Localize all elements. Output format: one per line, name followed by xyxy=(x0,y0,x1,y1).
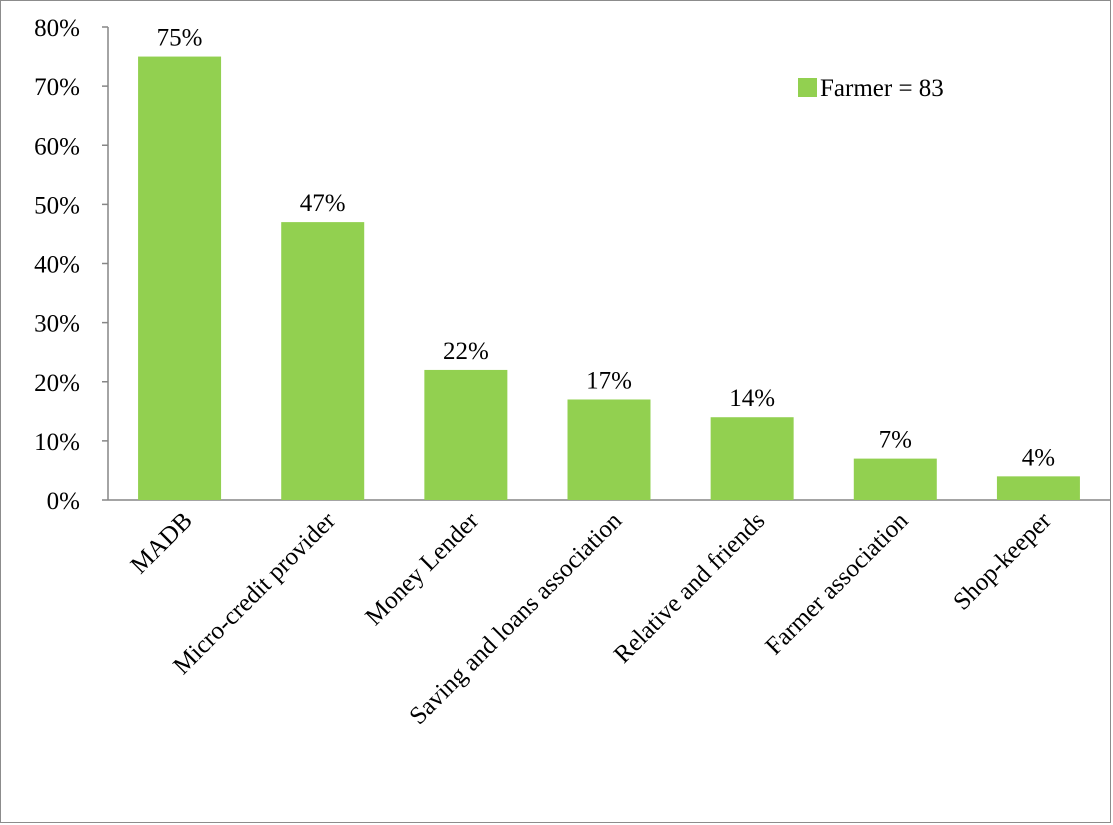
y-tick-label: 50% xyxy=(34,192,80,219)
data-label: 14% xyxy=(729,385,775,412)
category-label: MADB xyxy=(126,507,198,579)
category-label: Shop-keeper xyxy=(948,507,1057,616)
y-tick-label: 30% xyxy=(34,311,80,338)
bar xyxy=(281,222,365,501)
data-labels: 75% 47% 22% 17% 14% 7% 4% xyxy=(157,25,1055,472)
legend-label: Farmer = 83 xyxy=(820,75,944,102)
y-tick-label: 20% xyxy=(34,370,80,397)
category-label: Relative and friends xyxy=(609,507,770,668)
category-label: Farmer association xyxy=(760,507,913,660)
y-tick-label: 60% xyxy=(34,133,80,160)
data-label: 17% xyxy=(586,367,632,394)
y-tick-label: 80% xyxy=(34,15,80,42)
legend-swatch xyxy=(798,78,817,97)
y-tick-label: 40% xyxy=(34,252,80,279)
data-label: 75% xyxy=(157,25,203,52)
category-label: Money Lender xyxy=(360,507,484,631)
category-label: Micro-credit provider xyxy=(168,507,341,680)
data-label: 22% xyxy=(443,338,489,365)
bar xyxy=(853,458,937,500)
bar xyxy=(424,369,508,500)
y-tick-label: 70% xyxy=(34,74,80,101)
bar xyxy=(996,476,1080,500)
legend: Farmer = 83 xyxy=(798,75,944,102)
bar xyxy=(138,56,222,500)
y-tick-label: 0% xyxy=(47,488,80,515)
y-tick-label: 10% xyxy=(34,429,80,456)
data-label: 7% xyxy=(879,427,912,454)
data-label: 4% xyxy=(1022,444,1055,471)
bars xyxy=(138,56,1080,501)
bar xyxy=(710,417,794,500)
data-label: 47% xyxy=(300,190,346,217)
y-axis: 0% 10% 20% 30% 40% 50% 60% 70% 80% xyxy=(34,15,109,515)
bar xyxy=(567,399,651,500)
